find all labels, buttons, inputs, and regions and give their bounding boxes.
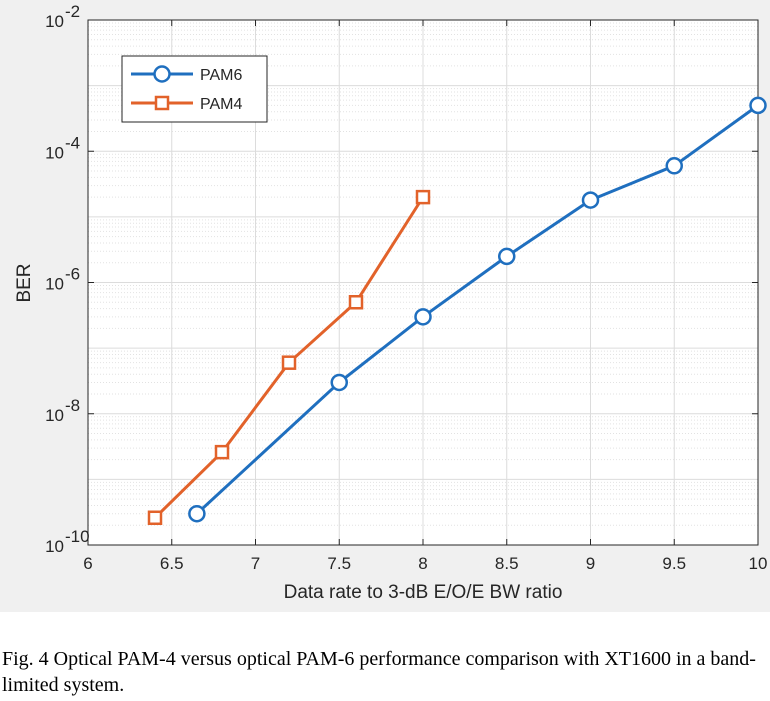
x-tick-label: 6.5 [160, 554, 184, 573]
x-tick-label: 7 [251, 554, 260, 573]
legend-box [121, 55, 268, 123]
legend: PAM6 PAM4 [121, 55, 268, 123]
y-tick-label-exponent: -10 [65, 527, 90, 546]
data-point-circle [498, 247, 516, 266]
legend-label: PAM4 [200, 96, 242, 113]
data-point-circle [153, 65, 171, 83]
data-point-square [348, 295, 364, 310]
data-point-circle [330, 373, 348, 392]
x-tick-label: 9 [586, 554, 595, 573]
data-series [147, 96, 767, 526]
y-tick-label: 10 [45, 537, 64, 556]
y-tick-label: 10 [45, 12, 64, 31]
y-axis-label: BER [14, 263, 35, 302]
y-tick-label: 10 [45, 275, 64, 294]
y-tick-label-exponent: -8 [65, 396, 80, 415]
data-point-square [214, 444, 230, 460]
x-axis-label: Data rate to 3-dB E/O/E BW ratio [284, 582, 563, 603]
data-point-circle [749, 96, 767, 115]
figure-caption: Fig. 4 Optical PAM-4 versus optical PAM-… [2, 648, 756, 696]
data-point-circle [665, 157, 683, 175]
data-point-square [281, 355, 297, 370]
data-point-circle [414, 308, 432, 326]
y-tick-label: 10 [45, 143, 64, 162]
y-tick-label-exponent: -6 [65, 265, 80, 284]
x-tick-label: 8.5 [495, 554, 519, 573]
data-point-square [154, 95, 170, 111]
x-tick-label: 6 [83, 554, 92, 573]
y-tick-label: 10 [45, 406, 64, 425]
x-tick-label: 7.5 [327, 554, 351, 573]
series-pam4 [147, 189, 431, 526]
series-pam6 [188, 96, 767, 523]
legend-label: PAM6 [200, 67, 242, 84]
data-point-circle [581, 191, 600, 209]
x-tick-labels: 6 6.5 7 7.5 8 8.5 9 9.5 10 [83, 554, 767, 573]
y-tick-label-exponent: -2 [65, 2, 80, 21]
data-point-square [147, 510, 163, 526]
tick-marks [87, 19, 759, 546]
x-tick-label: 9.5 [662, 554, 686, 573]
x-tick-label: 10 [749, 554, 768, 573]
ber-chart: 6 6.5 7 7.5 8 8.5 9 9.5 10 10-1010-810-610-410-2… [0, 0, 770, 612]
x-tick-label: 8 [418, 554, 427, 573]
data-point-square [415, 189, 431, 205]
data-point-circle [188, 504, 206, 523]
figure: 6 6.5 7 7.5 8 8.5 9 9.5 10 10 -10 10 -8 10 -6 10 -4 10 -2… [0, 0, 770, 612]
y-tick-label-exponent: -4 [65, 133, 80, 152]
